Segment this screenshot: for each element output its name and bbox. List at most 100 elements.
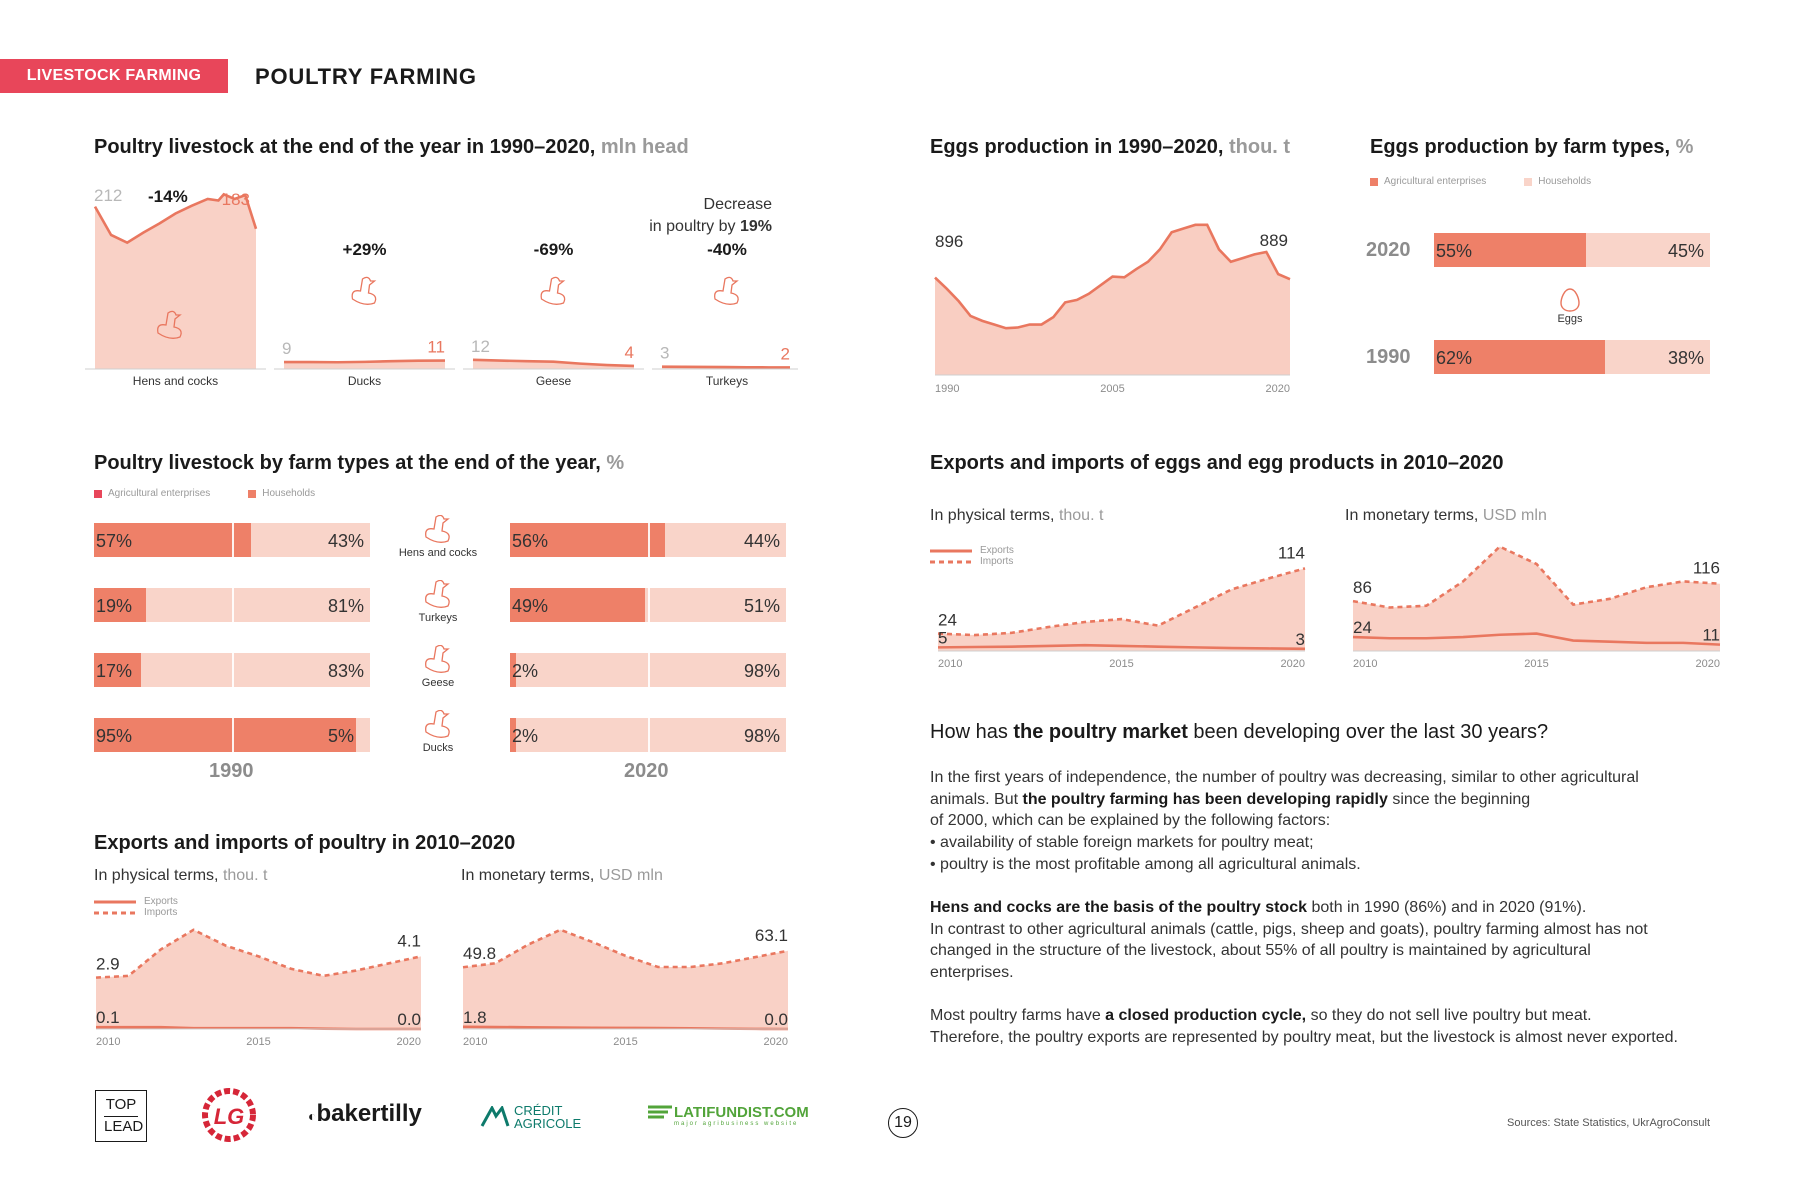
bar-label-households: 83% bbox=[328, 661, 365, 681]
subtitle-text: In physical terms, bbox=[94, 867, 219, 884]
legend-label-enterprises: Agricultural enterprises bbox=[1384, 176, 1487, 187]
text-span: both in 1990 (86%) and in 2020 (91%). bbox=[1307, 899, 1587, 916]
category-label: Ducks bbox=[348, 374, 381, 388]
livestock-title-unit: mln head bbox=[600, 136, 689, 158]
midline-divider bbox=[648, 588, 650, 622]
article-paragraph-1: In the first years of independence, the … bbox=[930, 767, 1750, 876]
imports-line bbox=[462, 928, 789, 969]
eggs-stacked-bar-2020 bbox=[1434, 233, 1710, 267]
legend-label-imports: Imports bbox=[980, 556, 1014, 567]
end-value-label: 4 bbox=[625, 343, 634, 362]
x-tick-label: 2020 bbox=[397, 1036, 421, 1048]
article-question: How has the poultry market been developi… bbox=[930, 721, 1548, 744]
bird-icon bbox=[425, 515, 450, 543]
dashed-line-swatch bbox=[930, 560, 972, 563]
bird-icon bbox=[425, 710, 450, 738]
turkeys-icon bbox=[714, 276, 739, 305]
subtitle-text: In physical terms, bbox=[930, 507, 1055, 524]
imports-end-label: 116 bbox=[1693, 559, 1720, 578]
subtitle-text: In monetary terms, bbox=[461, 867, 595, 884]
line-ducks bbox=[284, 359, 446, 364]
legend-exports: Exports bbox=[94, 896, 178, 907]
eggs-bar-label-b: 45% bbox=[1668, 241, 1705, 261]
change-percent: -14% bbox=[148, 187, 188, 206]
legend-swatch-households bbox=[1524, 177, 1533, 186]
midline-divider bbox=[232, 653, 234, 687]
question-post: been developing over the last 30 years? bbox=[1187, 721, 1549, 743]
ducks-icon bbox=[425, 710, 450, 738]
bar-segment-enterprises bbox=[94, 588, 147, 622]
text-span: so they do not sell live poultry but mea… bbox=[1306, 1007, 1592, 1024]
area-hens-and-cocks bbox=[95, 194, 256, 369]
category-label: Geese bbox=[536, 374, 572, 388]
eggs-icon-label: Eggs bbox=[1557, 313, 1583, 325]
exports-start-label: 1.8 bbox=[463, 1008, 487, 1027]
x-tick-label: 2015 bbox=[1524, 658, 1548, 670]
midline-divider bbox=[232, 718, 234, 752]
eggs-year-1990: 1990 bbox=[1366, 346, 1411, 368]
bar-segment-enterprises bbox=[510, 718, 516, 752]
legend-exports: Exports bbox=[930, 545, 1014, 556]
exports-start-label: 0.1 bbox=[96, 1008, 120, 1027]
category-label: Turkeys bbox=[706, 374, 748, 388]
bar-segment-households bbox=[146, 588, 370, 622]
subtitle-unit: USD mln bbox=[1482, 507, 1547, 524]
bar-segment-households bbox=[251, 523, 370, 557]
end-value-label: 889 bbox=[1260, 231, 1288, 250]
eggs-bar-label-b: 38% bbox=[1668, 348, 1705, 368]
legend-label-imports: Imports bbox=[144, 907, 178, 918]
eggs-farm-title-text: Eggs production by farm types, bbox=[1370, 136, 1671, 158]
eggs-title-text: Eggs production in 1990–2020, bbox=[930, 136, 1224, 158]
imports-start-label: 49.8 bbox=[463, 944, 496, 963]
farmtypes-chart-title: Poultry livestock by farm types at the e… bbox=[94, 452, 624, 475]
x-tick-label: 2010 bbox=[1353, 658, 1377, 670]
article-paragraph-2: Hens and cocks are the basis of the poul… bbox=[930, 897, 1760, 984]
ducks-icon bbox=[351, 276, 377, 305]
egg-trade-monetary-subtitle: In monetary terms, USD mln bbox=[1345, 507, 1547, 525]
eggs-farm-title-unit: % bbox=[1675, 136, 1694, 158]
imports-start-label: 24 bbox=[938, 611, 957, 630]
legend-label-households: Households bbox=[1538, 176, 1592, 187]
farmtype-stacked-bar bbox=[94, 588, 370, 622]
livestock-chart-title: Poultry livestock at the end of the year… bbox=[94, 136, 689, 159]
article-paragraph-3: Most poultry farms have a closed product… bbox=[930, 1005, 1780, 1048]
bar-segment-enterprises bbox=[1434, 233, 1586, 267]
imports-line bbox=[1352, 545, 1721, 609]
imports-line bbox=[95, 928, 422, 979]
bar-label-enterprises: 2% bbox=[512, 661, 539, 681]
bar-segment-households bbox=[664, 523, 786, 557]
note-line1: Decrease bbox=[703, 196, 772, 213]
bar-segment-households bbox=[356, 718, 370, 752]
farmtype-stacked-bar bbox=[510, 653, 786, 687]
imports-area bbox=[96, 929, 421, 1029]
x-tick-label: 2020 bbox=[1696, 658, 1720, 670]
subtitle-unit: USD mln bbox=[598, 867, 663, 884]
legend-swatch-enterprises bbox=[1370, 177, 1378, 186]
exports-end-label: 11 bbox=[1702, 626, 1720, 645]
page-number: 19 bbox=[888, 1108, 918, 1138]
eggs-bar-label-a: 55% bbox=[1436, 241, 1473, 261]
x-tick-label: 2015 bbox=[613, 1036, 637, 1048]
text-bold: a closed production cycle, bbox=[1105, 1007, 1307, 1024]
imports-start-label: 2.9 bbox=[96, 955, 120, 974]
bar-label-enterprises: 19% bbox=[96, 596, 133, 616]
sources-note: Sources: State Statistics, UkrAgroConsul… bbox=[1507, 1117, 1710, 1129]
bar-label-households: 98% bbox=[744, 726, 781, 746]
farmtype-stacked-bar bbox=[94, 523, 370, 557]
row-category-label: Ducks bbox=[422, 742, 454, 754]
bird-icon bbox=[425, 645, 450, 673]
eggs-area bbox=[935, 224, 1290, 375]
credit-agricole-logo: CRÉDIT AGRICOLE bbox=[480, 1104, 581, 1130]
x-tick-label: 2010 bbox=[938, 658, 962, 670]
exports-start-label: 5 bbox=[938, 628, 947, 647]
exports-end-label: 0.0 bbox=[397, 1010, 421, 1029]
dashed-line-swatch bbox=[94, 911, 136, 914]
bar-segment-enterprises bbox=[510, 588, 646, 622]
farmtype-stacked-bar bbox=[510, 523, 786, 557]
legend-imports: Imports bbox=[930, 556, 1014, 567]
x-tick-label: 2010 bbox=[463, 1036, 487, 1048]
subtitle-unit: thou. t bbox=[1058, 507, 1104, 524]
eggs-farm-title: Eggs production by farm types, % bbox=[1370, 136, 1693, 159]
poultry-trade-physical-subtitle: In physical terms, thou. t bbox=[94, 867, 267, 885]
geese-icon bbox=[540, 276, 566, 305]
